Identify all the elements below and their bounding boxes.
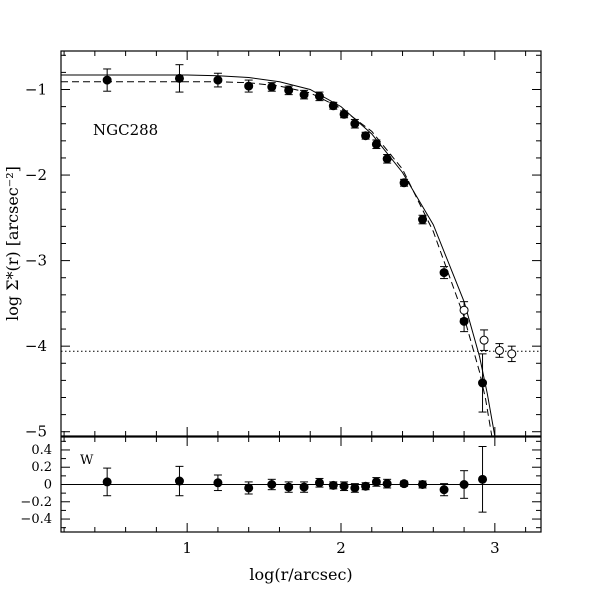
shared-axis-labels: log(r/arcsec) [249,565,352,584]
data-point [350,119,360,129]
data-point [244,81,254,91]
residual-point [439,485,449,495]
object-label: NGC288 [93,121,158,139]
residual-point [339,481,349,491]
residual-point [361,481,371,491]
model-curve-solid [61,74,496,436]
residual-y-tick-label: 0.2 [31,460,52,475]
residual-point [418,480,428,489]
model-curve-dashed [61,81,493,436]
y-tick-label: −3 [25,252,47,270]
x-tick-label: 2 [336,539,346,557]
data-point [174,73,184,83]
residual-point [382,479,392,489]
residual-point [328,480,338,490]
data-point [284,85,294,95]
residual-panel: 0.4 0.2 0 −0.2 −0.4 W 1 2 3 [20,436,542,557]
data-point [213,75,223,85]
data-point [267,82,277,92]
residual-point [284,482,294,492]
data-point [382,154,392,164]
y-tick-label: −2 [25,166,47,184]
data-point [102,75,112,85]
data-point [478,378,488,388]
residual-point [314,478,324,488]
residual-point [174,476,184,486]
excluded-point [507,349,517,359]
residual-y-tick-label: 0.4 [31,443,52,458]
y-axis-label: log Σ*(r) [arcsec⁻²] [3,166,22,321]
residual-y-tick-label: 0 [44,478,52,493]
x-tick-label: 1 [182,539,192,557]
residual-label: W [80,453,94,468]
main-data [61,64,541,436]
data-point [371,139,381,149]
main-plot-frame [60,50,542,437]
residual-point [399,479,409,489]
residual-point [213,478,223,488]
data-point [418,215,428,225]
surface-density-panel: −1 −2 −3 −4 −5 NGC288 log Σ*(r) [arcsec⁻²] [3,50,542,441]
excluded-point [459,305,469,315]
excluded-point [494,345,504,355]
data-point [328,101,338,111]
residual-point [371,477,381,487]
residual-point [299,482,309,492]
y-tick-label: −5 [25,423,47,441]
data-point [399,178,409,188]
excluded-point [479,335,489,345]
residual-point [102,477,112,487]
residual-point [459,480,469,489]
x-axis-label: log(r/arcsec) [249,565,352,584]
residual-point [350,483,360,493]
data-point [439,268,449,278]
data-point [361,131,371,141]
residual-point [244,483,254,493]
data-point [339,109,349,119]
y-tick-label: −1 [25,81,47,99]
residual-point [267,480,277,489]
data-point [314,91,324,101]
y-tick-label: −4 [25,337,47,355]
x-tick-label: 3 [490,539,500,557]
data-point [299,90,309,100]
residual-y-tick-label: −0.4 [20,512,52,527]
residual-y-tick-label: −0.2 [20,495,52,510]
residual-point [478,474,488,484]
